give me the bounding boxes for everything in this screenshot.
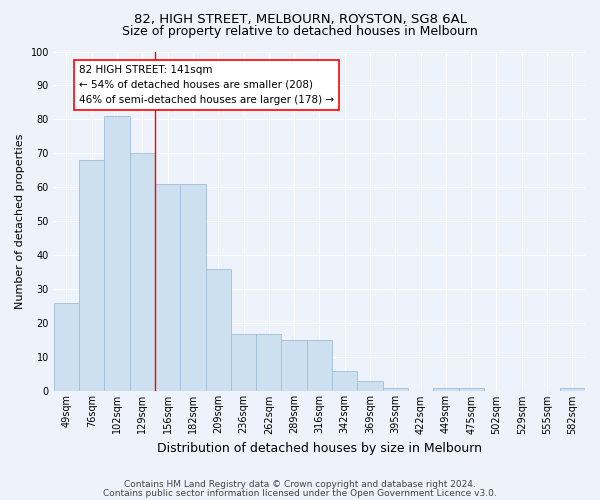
Text: 82 HIGH STREET: 141sqm
← 54% of detached houses are smaller (208)
46% of semi-de: 82 HIGH STREET: 141sqm ← 54% of detached…	[79, 65, 334, 104]
Bar	[281, 340, 307, 392]
Text: 82, HIGH STREET, MELBOURN, ROYSTON, SG8 6AL: 82, HIGH STREET, MELBOURN, ROYSTON, SG8 …	[133, 12, 467, 26]
Text: Contains public sector information licensed under the Open Government Licence v3: Contains public sector information licen…	[103, 488, 497, 498]
Bar	[307, 340, 332, 392]
Bar	[332, 371, 358, 392]
Text: Size of property relative to detached houses in Melbourn: Size of property relative to detached ho…	[122, 25, 478, 38]
Bar	[433, 388, 458, 392]
Y-axis label: Number of detached properties: Number of detached properties	[15, 134, 25, 309]
Bar	[383, 388, 408, 392]
Bar	[560, 388, 585, 392]
Bar	[54, 303, 79, 392]
Bar	[104, 116, 130, 392]
Text: Contains HM Land Registry data © Crown copyright and database right 2024.: Contains HM Land Registry data © Crown c…	[124, 480, 476, 489]
Bar	[458, 388, 484, 392]
Bar	[231, 334, 256, 392]
Bar	[79, 160, 104, 392]
Bar	[180, 184, 206, 392]
Bar	[155, 184, 180, 392]
Bar	[130, 154, 155, 392]
Bar	[256, 334, 281, 392]
Bar	[206, 269, 231, 392]
Bar	[358, 381, 383, 392]
X-axis label: Distribution of detached houses by size in Melbourn: Distribution of detached houses by size …	[157, 442, 482, 455]
